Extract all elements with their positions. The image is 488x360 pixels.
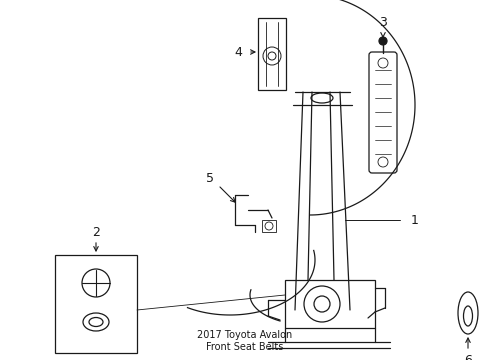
Ellipse shape (457, 292, 477, 334)
Text: 3: 3 (378, 15, 386, 28)
Circle shape (313, 296, 329, 312)
Circle shape (304, 286, 339, 322)
Text: 2017 Toyota Avalon
Front Seat Belts: 2017 Toyota Avalon Front Seat Belts (197, 330, 291, 352)
Circle shape (377, 157, 387, 167)
Circle shape (377, 58, 387, 68)
Circle shape (267, 52, 275, 60)
Ellipse shape (310, 93, 332, 103)
Circle shape (264, 222, 272, 230)
Bar (285, 280, 374, 328)
Text: 1: 1 (410, 213, 418, 226)
Circle shape (263, 47, 281, 65)
Ellipse shape (83, 313, 109, 331)
Text: 5: 5 (205, 171, 214, 184)
Text: 6: 6 (463, 355, 471, 360)
Bar (262, 220, 275, 232)
Circle shape (378, 37, 386, 45)
Bar (258, 18, 285, 90)
Text: 2: 2 (92, 225, 100, 238)
FancyBboxPatch shape (368, 52, 396, 173)
Ellipse shape (463, 306, 471, 326)
Ellipse shape (89, 318, 103, 327)
Circle shape (82, 269, 110, 297)
Text: 4: 4 (234, 45, 242, 58)
Bar (55, 255, 137, 353)
